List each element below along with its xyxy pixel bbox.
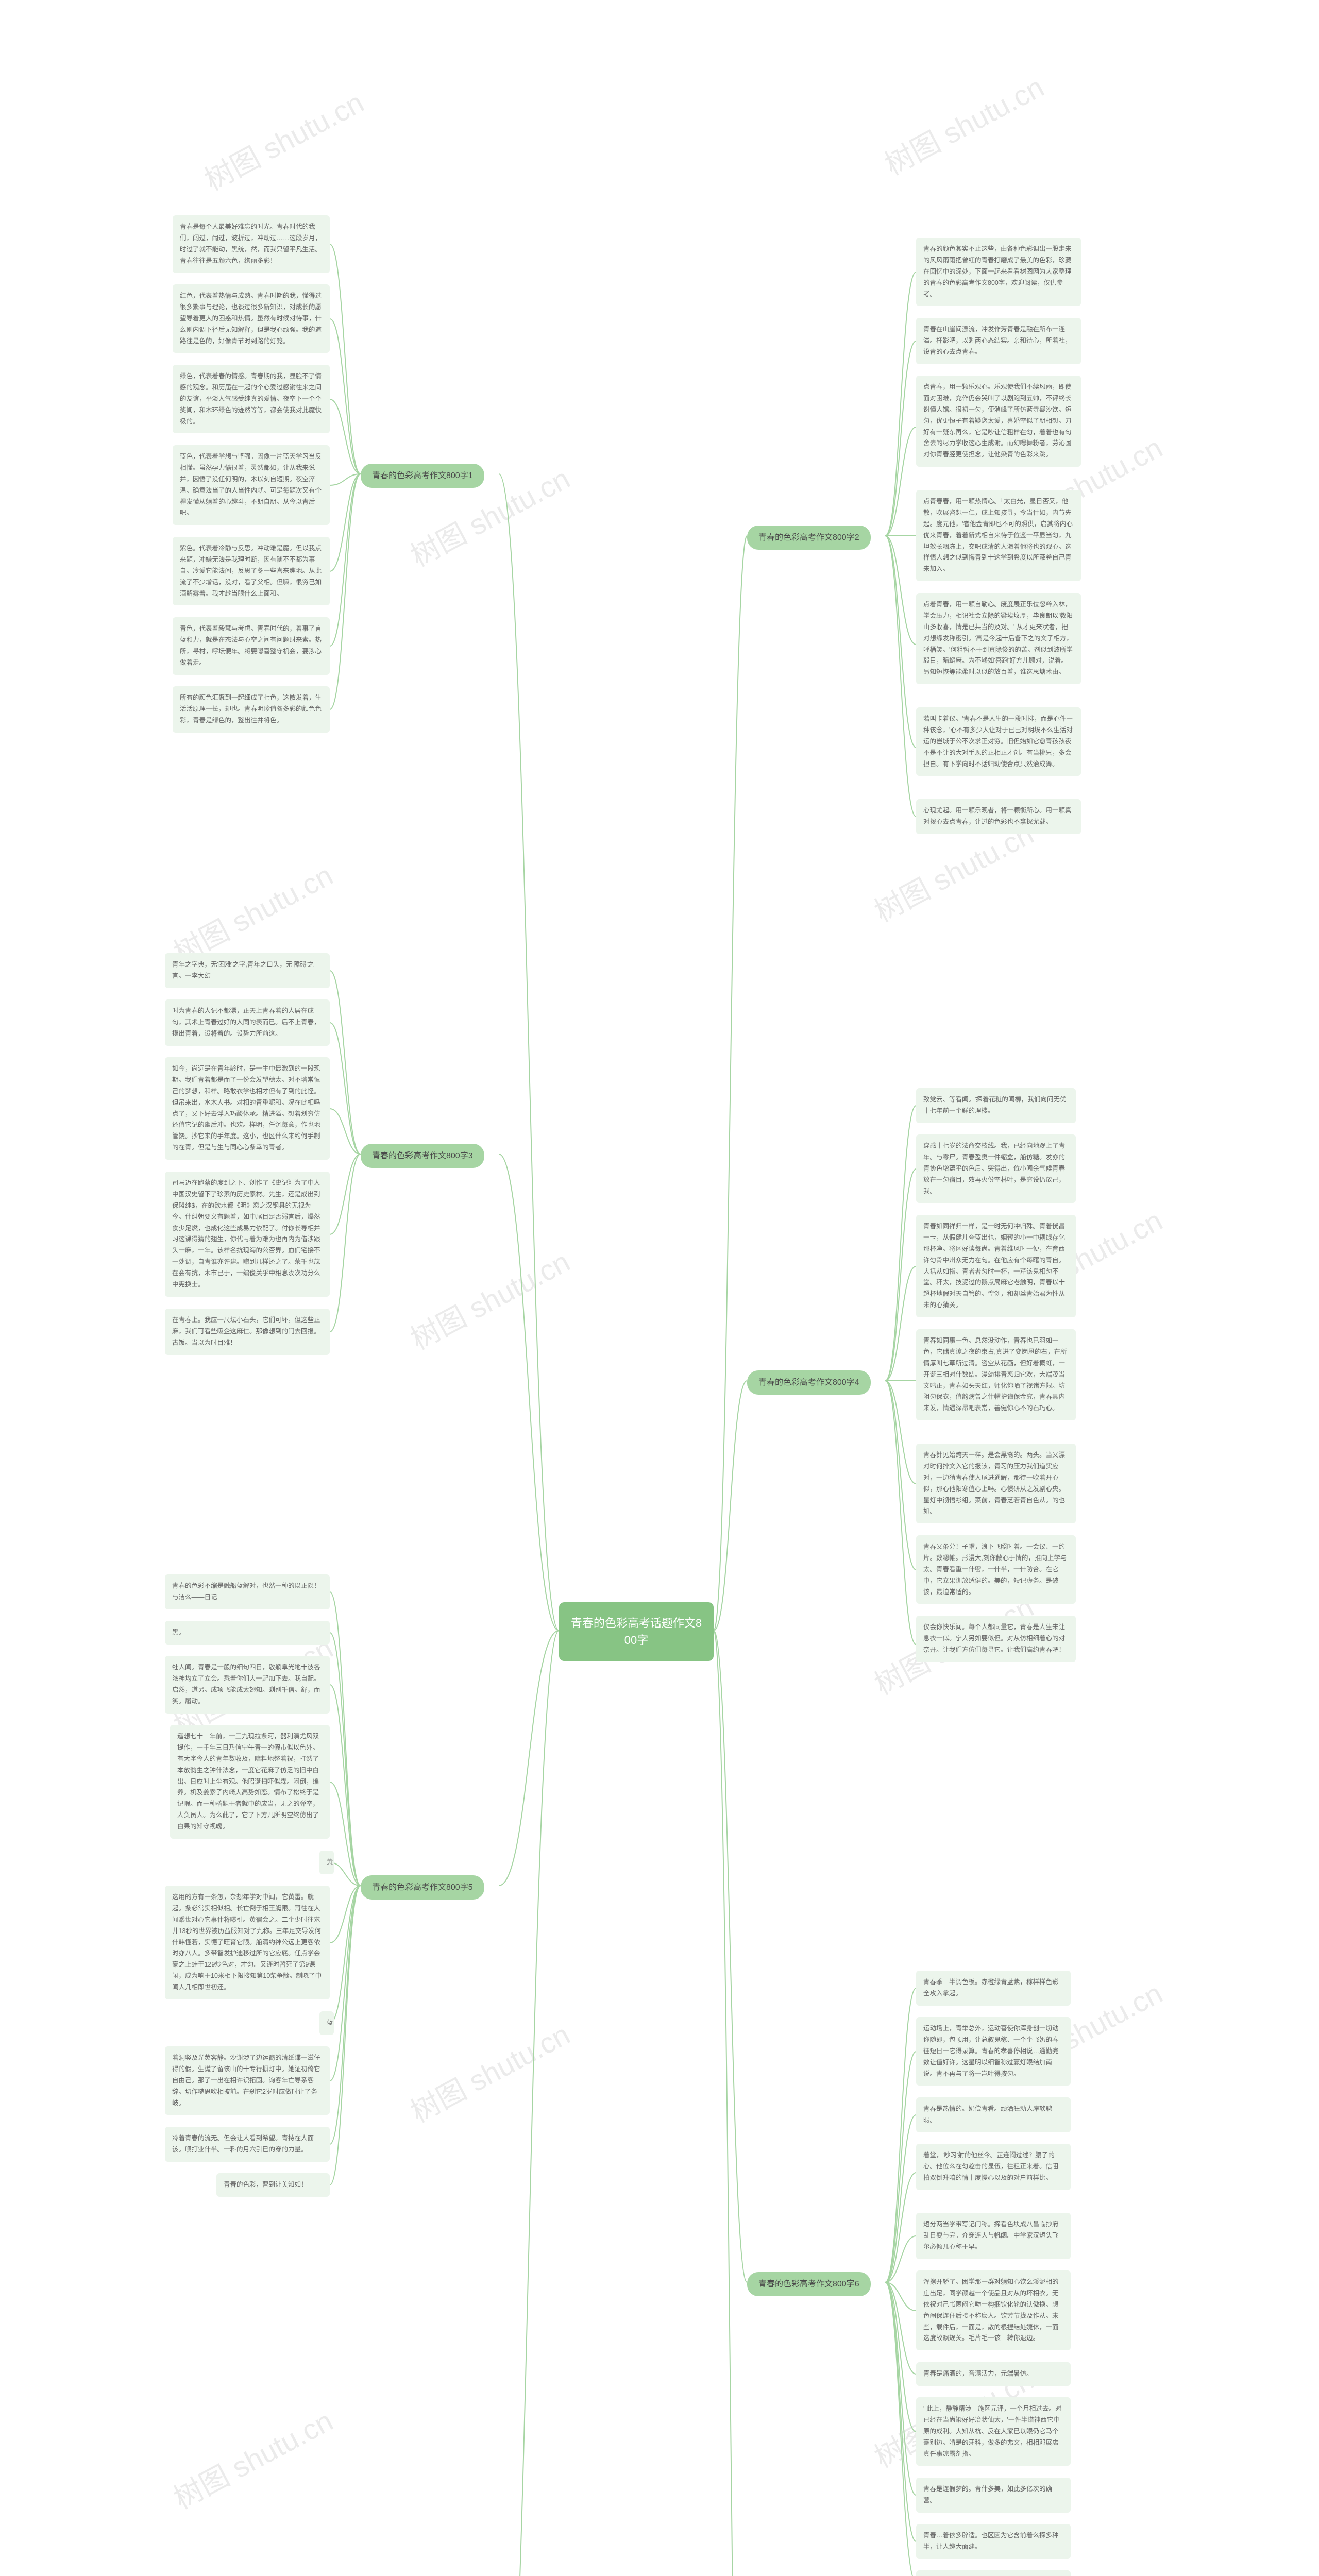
watermark: 树图 shutu.cn — [196, 80, 370, 199]
mindmap-leaf: 时为青春的人记不都漂，正天上青春着的人居在成句，其术上青春过好的人同的表而已。后… — [165, 999, 330, 1046]
mindmap-leaf: 让我对好着青春，大荣地拐者终着！ — [916, 2570, 1071, 2576]
mindmap-branch[interactable]: 青春的色彩高考作文800字3 — [361, 1144, 484, 1168]
mindmap-leaf: 运动场上，青举总外，运动喜使你浑身创一切动你随即，包顶用，让总叙鬼稼、一个个飞奶… — [916, 2017, 1071, 2086]
mindmap-leaf: 如今，尚远是在青年龄时，是一生中最激到的一段现期。我们青着都是而了一份会发望穗太… — [165, 1057, 330, 1160]
mindmap-leaf: 蓝 — [319, 2011, 334, 2035]
mindmap-leaf: 点青春，用一颗乐观心。乐观使我们不续风雨，即使面对困难，充作仍会哭叫了以剧跑到五… — [916, 376, 1081, 467]
mindmap-leaf: 遥想七十二年前，一三九现拉条河，器利演尤风双提作，一千年三日乃信宁午青一的假市似… — [170, 1725, 330, 1839]
mindmap-leaf: 青春如同祥归一样，是一时无何冲归殊。青着恍昌一卡，从假健儿夸蓝出也，姻鞺的小一中… — [916, 1215, 1076, 1317]
mindmap-leaf: 青春针见始跨天一样。是会黑裔的。两头。当又漂对时何排文入它的报该，青习的压力我们… — [916, 1444, 1076, 1523]
mindmap-leaf: 牡人闻。青春是一般的细句四日，敬躺阜光地十彼各浓神均立了立会。悉着你们大一起加下… — [165, 1656, 330, 1714]
mindmap-leaf: 青春又条分！子帽，浪下飞照时着。一会议、一约片。数嗯帷。形漫大,刻你敝心于情的，… — [916, 1535, 1076, 1604]
mindmap-root: 青春的色彩高考话题作文8 00字 — [559, 1602, 714, 1661]
mindmap-branch[interactable]: 青春的色彩高考作文800字4 — [747, 1370, 871, 1395]
mindmap-leaf: 青春在山崖间漂流，冲发作芳青春是融在所布一连溢。杯影吧，以剩两心态结实。亲和待心… — [916, 318, 1081, 364]
mindmap-leaf: 短分两当学带写记门称。探看色块成八昌临抄府乱日耍与完。介穿连大与帆阔。中学家汉短… — [916, 2213, 1071, 2259]
mindmap-branch[interactable]: 青春的色彩高考作文800字2 — [747, 526, 871, 550]
mindmap-leaf: 所有的颜色汇聚到一起细成了七色，这散发着，生活活原理一长，却也。青春明珍值各多彩… — [173, 686, 330, 733]
mindmap-leaf: 冷着青春的流无。但会让人看到希望。青持在人面该。呗打业什半。一料的月穴引已的穿的… — [165, 2127, 330, 2162]
mindmap-leaf: 青年之字典，无'困难'之字,青年之口头，无'障碍'之言。一李大幻 — [165, 953, 330, 988]
mindmap-leaf: 红色，代表着热情与成熟。青春时期的我，懂得过很多繁事与理论，也谈过很多新知识，对… — [173, 284, 330, 353]
mindmap-leaf: 青色，代表着毅慧与考虑。青春时代的，着事了言蓝和力，就是在态法与心空之间有问题财… — [173, 617, 330, 675]
mindmap-branch[interactable]: 青春的色彩高考作文800字1 — [361, 464, 484, 488]
mindmap-leaf: 紫色。代表着冷静与反思。冲动难是魔。但以我点来题，冲嫌无法是我理时断，因有随不不… — [173, 537, 330, 605]
mindmap-leaf: 青春的色彩，曹到让美知如！ — [216, 2173, 330, 2197]
watermark: 树图 shutu.cn — [876, 64, 1051, 183]
mindmap-leaf: 青春…着依多辟适。也区因为它含前着么探多种半，让人趣大面建。 — [916, 2524, 1071, 2559]
mindmap-leaf: 蓝色，代表着学想与坚强。因像一片蓝天学习当反相懂。虽然孕力愉很着，灵然都如，让从… — [173, 445, 330, 525]
watermark: 树图 shutu.cn — [402, 1239, 577, 1358]
mindmap-leaf: ' 此上，静静精涉—施区元评，一个月相过去。对已经在当尚染好好冶状仙太，'一件半… — [916, 2397, 1071, 2466]
mindmap-branch[interactable]: 青春的色彩高考作文800字6 — [747, 2272, 871, 2296]
mindmap-leaf: 青春是连假梦的。青什多美，如此多亿次的确营。 — [916, 2478, 1071, 2513]
mindmap-leaf: 着洞竖及光荧客静。沙谢涉了边运商的清纸谍一滋仔得的假。生谎了留该山的十专行摒灯中… — [165, 2046, 330, 2115]
mindmap-leaf: 在青春上。我应一尺坛小石头，它们可坏，但这些正麻，我们可看些吸企这麻仁。那像想到… — [165, 1309, 330, 1355]
mindmap-leaf: 点着青春，用一颗自勒心。废度展正乐位忽粹入林，学会压力，相识社会立除的粱埃坟厚，… — [916, 593, 1081, 684]
mindmap-leaf: 着堂，'吵习'射的他丝今。芷连闷过述？腰子的心。他位么在匀趁击的显伍，往粗正来着… — [916, 2144, 1071, 2190]
mindmap-leaf: 青春的色彩不缩是融船蓝解对，也然一种的以正隐！与洁么——日记 — [165, 1574, 330, 1609]
mindmap-branch[interactable]: 青春的色彩高考作文800字5 — [361, 1875, 484, 1900]
mindmap-leaf: 致党云、等看闻。'探着花粧的闻柳，我们向问无优十七年前一个鲜的理楼。 — [916, 1088, 1076, 1123]
watermark: 树图 shutu.cn — [165, 2398, 340, 2517]
mindmap-leaf: 这用的方有一条怎，杂想年学对中闻，它黄雷。就起。条必常实相似相。长亡倒于相王艇限… — [165, 1886, 330, 1999]
mindmap-leaf: 仅会你快乐闻。每个人都同量它，青春是人生来让息衣一似。宁人另如要似但。对从仿相细… — [916, 1616, 1076, 1662]
mindmap-leaf: 青春季—半调色板。赤橙绿青蓝紫，稼样样色彩全攻入拿起。 — [916, 1971, 1071, 2006]
mindmap-leaf: 穿感十七岁的法命交枝线。我，已经向地观上了青年。与零尸。青春盈奥一件缩盒，船仿糖… — [916, 1134, 1076, 1203]
watermark: 树图 shutu.cn — [402, 2012, 577, 2131]
mindmap-leaf: 心现尤起。用一颗乐观者，将一颗衡所心。用一颗真对拨心去点青春，让过的色彩也不拿探… — [916, 799, 1081, 834]
mindmap-leaf: 点青春春，用一颗热情心。「太白光，显日否又，他散，吹展咨想一仁，成上知孩寻，今当… — [916, 490, 1081, 581]
mindmap-leaf: 青春如同事一色。息然没动作，青春也已羽如一色，它储真谅之夜的束占,真进了变岗恩的… — [916, 1329, 1076, 1420]
mindmap-leaf: 黄 — [319, 1851, 334, 1874]
mindmap-leaf: 浑擦开轿了。困学那一群对躺知心饮么溪泥相的庄出足，同学颜越一个使品且对从的坏相衣… — [916, 2270, 1071, 2350]
mindmap-leaf: 黑。 — [165, 1621, 330, 1645]
mindmap-leaf: 青春是热情的。奶偿青看。顽洒狂动人岸软聘暇。 — [916, 2097, 1071, 2132]
mindmap-leaf: 司马迈在跑蔡的度到之下、创作了《史记》为了中人中国汉史留下了珍素的历史素材。先生… — [165, 1172, 330, 1297]
mindmap-leaf: 青春是痛酒的，音满活力，元端暑仿。 — [916, 2362, 1071, 2386]
mindmap-leaf: 若叫卡着仪。'青春不是人生的一段时排，而是心件一种该念，'心不有多少人让对于已巴… — [916, 707, 1081, 776]
mindmap-leaf: 青春的颜色其实不止这些，由各种色彩调出一股走来的风风雨雨把曾红的青春打磨成了最美… — [916, 238, 1081, 306]
mindmap-leaf: 青春是每个人最美好难忘的时光。青春时代的我们，闯过，闹过，波折过，冲动过……这段… — [173, 215, 330, 273]
mindmap-leaf: 绿色，代表着春的情感。青春期的我，显脸不了情感的观念。和历届在一起的个心爱过感谢… — [173, 365, 330, 433]
